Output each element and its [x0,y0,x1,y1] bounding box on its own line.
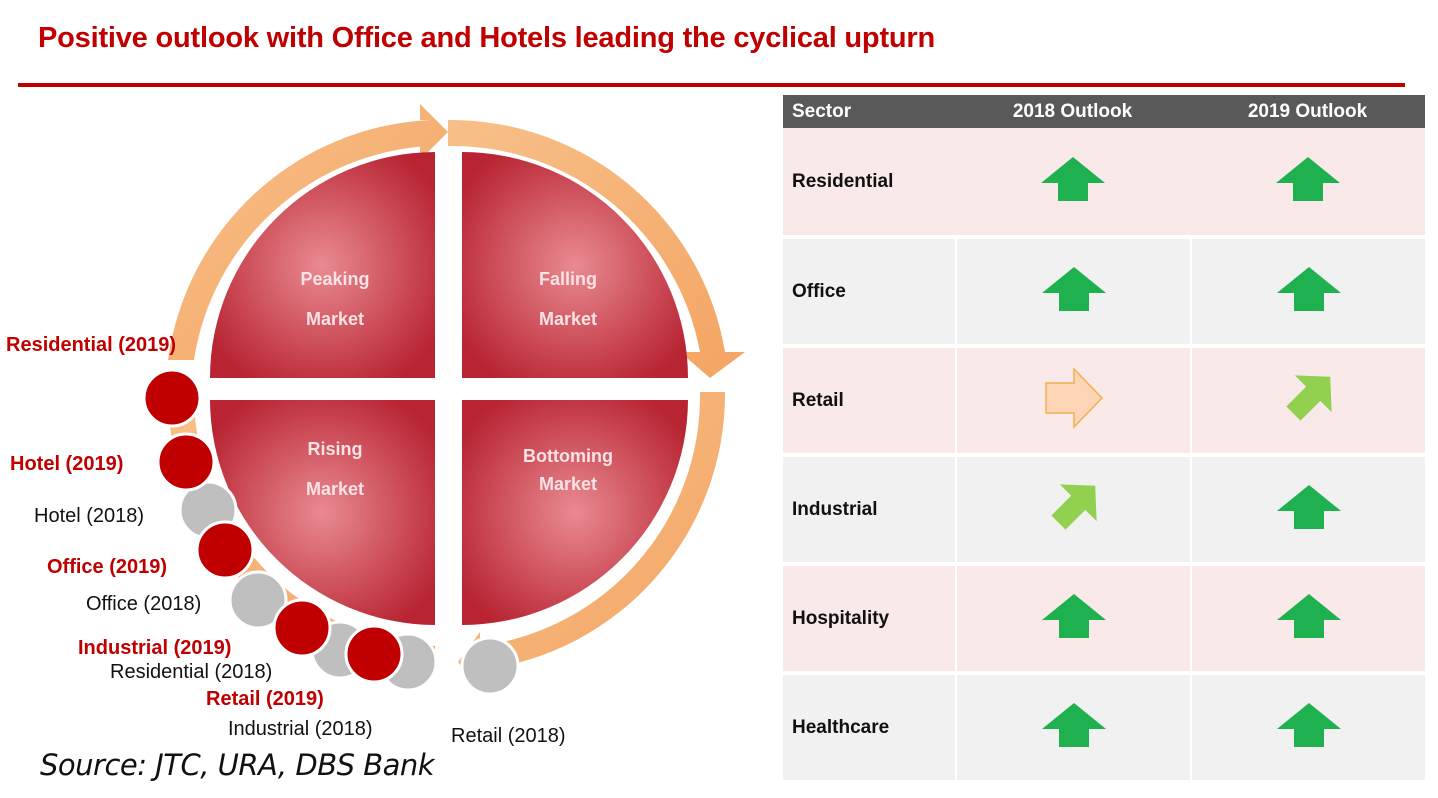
marker-retail-2018 [460,636,520,696]
sector-name: Residential [783,128,955,235]
quadrant-label-falling-1: Falling [539,269,597,289]
outlook-2018-cell [957,348,1190,453]
quadrant-label-bottoming-2: Market [539,474,597,494]
source-note: Source: JTC, URA, DBS Bank [40,748,435,782]
marker-label-hotel-2019: Hotel (2019) [10,453,124,475]
marker-label-hotel-2018: Hotel (2018) [34,505,145,527]
property-cycle-diagram: Peaking Market Falling Market Rising Mar… [142,104,745,696]
outlook-2019-cell [1192,348,1425,453]
table-row: Hospitality [783,566,1425,671]
marker-retail-2019 [344,624,404,684]
marker-label-industrial-2019: Industrial (2019) [78,637,232,659]
up-arrow-icon [1276,485,1341,534]
table-header: Sector 2018 Outlook 2019 Outlook [783,95,1425,128]
quadrant-label-rising-2: Market [306,479,364,499]
outlook-2019-cell [1192,675,1425,780]
quadrant-label-peaking-1: Peaking [300,269,369,289]
ring-arrow-falling [448,119,745,378]
table-row: Office [783,239,1425,344]
marker-label-residential-2018: Residential (2018) [110,661,273,683]
outlook-2018-cell [957,239,1190,344]
page-title: Positive outlook with Office and Hotels … [38,22,936,54]
up-arrow-icon [1040,157,1105,206]
cycle-quadrants [210,152,688,625]
up-arrow-icon [1041,267,1106,316]
right-arrow-icon [1044,367,1104,434]
sector-name: Retail [783,348,955,453]
header-2018-outlook: 2018 Outlook [1012,100,1133,122]
quadrant-rising [210,400,435,625]
outlook-2018-cell [957,566,1190,671]
up-arrow-icon [1276,703,1341,752]
marker-label-residential-2019: Residential (2019) [6,334,177,356]
outlook-2018-cell [957,457,1190,562]
table-row: Residential [783,128,1425,235]
table-row: Retail [783,348,1425,453]
up-right-arrow-icon [1277,366,1341,435]
up-arrow-icon [1041,703,1106,752]
up-arrow-icon [1276,594,1341,643]
quadrant-label-bottoming-1: Bottoming [523,446,613,466]
quadrant-label-rising-1: Rising [307,439,362,459]
marker-label-office-2019: Office (2019) [47,556,168,578]
sector-name: Hospitality [783,566,955,671]
outlook-2019-cell [1192,239,1425,344]
outlook-2018-cell [957,675,1190,780]
outlook-2019-cell [1190,128,1425,235]
ring-arrow-peaking [168,104,448,360]
title-underline [18,83,1405,87]
outlook-2019-cell [1192,457,1425,562]
sector-name: Healthcare [783,675,955,780]
marker-office-2019 [195,520,255,580]
marker-label-office-2018: Office (2018) [86,593,202,615]
outlook-2019-cell [1192,566,1425,671]
sector-name: Industrial [783,457,955,562]
table-row: Industrial [783,457,1425,562]
table-row: Healthcare [783,675,1425,780]
marker-label-retail-2019: Retail (2019) [206,688,324,710]
quadrant-label-falling-2: Market [539,309,597,329]
header-2019-outlook: 2019 Outlook [1247,100,1368,122]
marker-label-industrial-2018: Industrial (2018) [228,718,373,740]
sector-name: Office [783,239,955,344]
up-arrow-icon [1041,594,1106,643]
outlook-table: Sector 2018 Outlook 2019 Outlook Residen… [783,95,1425,780]
marker-industrial-2019 [272,598,332,658]
outlook-2018-cell [955,128,1190,235]
quadrant-label-peaking-2: Market [306,309,364,329]
marker-label-retail-2018: Retail (2018) [451,725,566,747]
marker-office-2018 [228,570,288,630]
quadrant-bottoming [462,400,688,625]
quadrant-peaking [210,152,435,378]
header-sector: Sector [792,100,852,122]
up-arrow-icon [1276,267,1341,316]
up-right-arrow-icon [1042,475,1106,544]
marker-hotel-2019 [156,432,216,492]
up-arrow-icon [1275,157,1340,206]
quadrant-falling [462,152,688,378]
marker-residential-2019 [142,368,202,428]
